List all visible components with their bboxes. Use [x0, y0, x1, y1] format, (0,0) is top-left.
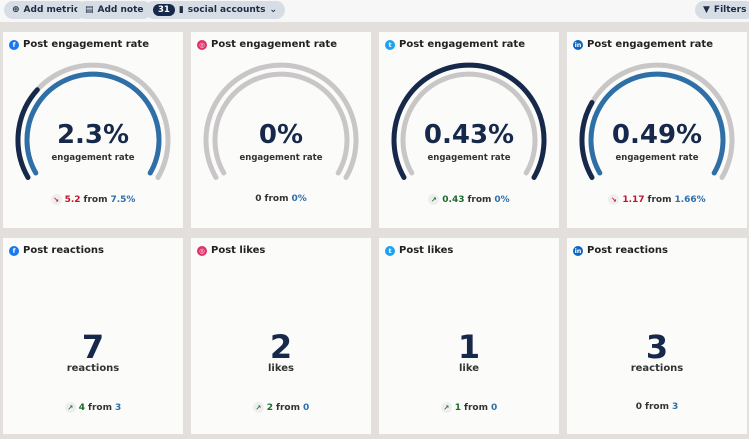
- metric-unit: engagement rate: [51, 153, 135, 163]
- bar-chart-icon: ▮: [178, 5, 184, 15]
- change-indicator: ↗ 2 from 0: [191, 402, 371, 413]
- metric-card: f Post engagement rate 2.3% engagement ra…: [3, 32, 183, 228]
- change-indicator: ↗ 4 from 3: [3, 402, 183, 413]
- previous-value: 7.5%: [110, 194, 136, 205]
- change-indicator: 0 from 3: [635, 402, 679, 412]
- card-title: f Post engagement rate: [9, 39, 149, 50]
- previous-value: 0%: [494, 194, 510, 205]
- trend-down-icon: ↘: [608, 194, 620, 205]
- previous-value: 3: [671, 402, 679, 412]
- accounts-count-badge: 31: [153, 4, 175, 16]
- gauge-previous-fill: [391, 62, 547, 180]
- gauge-current-fill: [588, 71, 726, 176]
- filters-button[interactable]: ▼ Filters: [695, 1, 749, 19]
- metric-unit: reactions: [630, 363, 684, 374]
- change-delta: 5.2: [64, 194, 81, 205]
- toolbar: ⊕ Add metric ▤ Add note 31 ▮ social accounts…: [0, 0, 749, 22]
- metric-unit: engagement rate: [615, 153, 699, 163]
- gauge: [203, 62, 359, 180]
- change-delta: 2: [266, 402, 274, 413]
- metric-card: t Post engagement rate 0.43% engagement r…: [379, 32, 559, 228]
- chevron-down-icon: ⌄: [269, 5, 277, 15]
- add-note-button[interactable]: ▤ Add note: [77, 1, 152, 19]
- twitter-icon: t: [385, 39, 395, 50]
- metric-unit: likes: [268, 363, 294, 374]
- card-title: ◎ Post engagement rate: [197, 39, 337, 50]
- metric-value: 0.43%: [423, 120, 515, 150]
- change-delta: 0: [635, 402, 643, 412]
- change-delta: 1.17: [622, 194, 645, 205]
- change-indicator: 0 from 0%: [255, 194, 307, 204]
- facebook-icon: f: [9, 39, 19, 50]
- card-title: ◎ Post likes: [197, 245, 265, 256]
- gauge: [579, 62, 735, 180]
- facebook-icon: f: [9, 245, 19, 256]
- change-delta: 0: [255, 194, 262, 204]
- gauge-inner-track: [400, 71, 538, 176]
- metric-card: t Post likes 1 like ↗ 1 from 0: [379, 238, 559, 434]
- twitter-icon: t: [385, 245, 395, 256]
- metric-card: in Post engagement rate 0.49% engagement …: [567, 32, 747, 228]
- note-icon: ▤: [85, 5, 94, 15]
- card-title: in Post reactions: [573, 245, 668, 256]
- trend-up-icon: ↗: [428, 194, 440, 205]
- metric-value: 0%: [258, 120, 304, 150]
- gauge: [15, 62, 171, 180]
- metric-card: ◎ Post engagement rate 0% engagement rate…: [191, 32, 371, 228]
- metric-value: 0.49%: [611, 120, 703, 150]
- trend-up-icon: ↗: [64, 402, 76, 413]
- previous-value: 0%: [291, 194, 307, 204]
- gauge-outer-track: [203, 62, 359, 180]
- gauge-previous-fill: [15, 87, 40, 180]
- change-indicator: ↘ 5.2 from 7.5%: [3, 194, 183, 205]
- metric-value: 2: [269, 328, 293, 366]
- instagram-icon: ◎: [197, 245, 207, 256]
- metric-value: 3: [645, 328, 669, 366]
- previous-value: 0: [490, 402, 498, 413]
- add-metric-button[interactable]: ⊕ Add metric: [4, 1, 88, 19]
- metric-value: 1: [457, 328, 481, 366]
- social-accounts-dropdown[interactable]: 31 ▮ social accounts ⌄: [145, 1, 285, 19]
- card-title: f Post reactions: [9, 245, 104, 256]
- metric-card: f Post reactions 7 reactions ↗ 4 from 3: [3, 238, 183, 434]
- card-title: t Post likes: [385, 245, 453, 256]
- trend-down-icon: ↘: [50, 194, 62, 205]
- card-title: t Post engagement rate: [385, 39, 525, 50]
- change-delta: 4: [78, 402, 86, 413]
- change-delta: 0.43: [442, 194, 465, 205]
- metric-card: in Post reactions 3 reactions 0 from 3: [567, 238, 747, 434]
- card-title: in Post engagement rate: [573, 39, 713, 50]
- metric-card: ◎ Post likes 2 likes ↗ 2 from 0: [191, 238, 371, 434]
- instagram-icon: ◎: [197, 39, 207, 50]
- previous-value: 1.66%: [674, 194, 706, 205]
- previous-value: 3: [114, 402, 122, 413]
- trend-up-icon: ↗: [252, 402, 264, 413]
- gauge-previous-fill: [579, 100, 595, 180]
- linkedin-icon: in: [573, 39, 583, 50]
- linkedin-icon: in: [573, 245, 583, 256]
- trend-up-icon: ↗: [440, 402, 452, 413]
- previous-value: 0: [302, 402, 310, 413]
- gauge: [391, 62, 547, 180]
- filter-icon: ▼: [703, 5, 710, 15]
- change-indicator: ↗ 1 from 0: [379, 402, 559, 413]
- change-indicator: ↘ 1.17 from 1.66%: [567, 194, 747, 205]
- change-delta: 1: [454, 402, 462, 413]
- metric-value: 7: [81, 328, 105, 366]
- gauge-inner-track: [212, 71, 350, 176]
- metric-unit: reactions: [66, 363, 120, 374]
- metric-unit: like: [458, 363, 480, 374]
- plus-circle-icon: ⊕: [12, 5, 20, 15]
- metric-value: 2.3%: [56, 120, 130, 150]
- metric-unit: engagement rate: [239, 153, 323, 163]
- change-indicator: ↗ 0.43 from 0%: [379, 194, 559, 205]
- gauge-current-fill: [24, 71, 162, 176]
- metric-unit: engagement rate: [427, 153, 511, 163]
